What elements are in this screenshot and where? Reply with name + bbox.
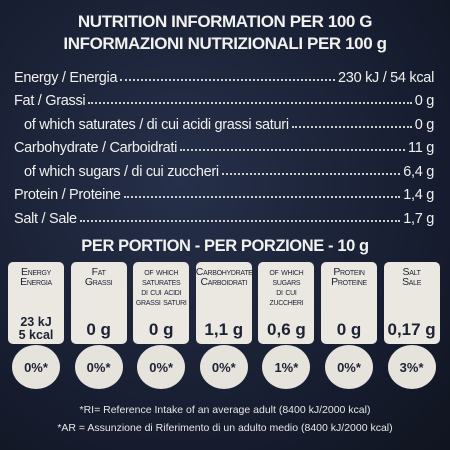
nutrient-name: Salt / Sale — [14, 210, 77, 227]
portion-card: Carbohydrate Carboidrati 1,1 g — [195, 262, 253, 344]
portion-card: Protein Proteine 0 g — [321, 262, 377, 344]
card-value: 0,17 g — [384, 321, 440, 338]
portion-card: of which sugars di cui zuccheri 0,6 g — [258, 262, 315, 344]
card-label-line: Salt — [402, 266, 421, 278]
table-row: Energy / Energia 230 kJ / 54 kcal — [14, 62, 434, 86]
nutrient-value: 6,4 g — [403, 163, 434, 180]
card-value: 23 kJ 5 kcal — [8, 316, 64, 342]
card-value-line: 5 kcal — [18, 328, 54, 342]
card-value-line: 23 kJ — [20, 315, 52, 329]
card-label-line: sugars — [272, 276, 301, 288]
card-value-line: 0 g — [86, 320, 111, 339]
card-label: of which saturates di cui acidi grassi satu… — [133, 262, 189, 308]
portion-card: Fat Grassi 0 g — [70, 262, 127, 344]
card-percent: 0%* — [199, 345, 248, 389]
footnote: *RI= Reference Intake of an average adul… — [79, 404, 371, 416]
card-value-line: 1,1 g — [204, 320, 244, 339]
nutrient-value: 230 kJ / 54 kcal — [338, 69, 434, 86]
card-label: of which sugars di cui zuccheri — [258, 262, 314, 308]
nutrient-value: 11 g — [408, 140, 434, 156]
card-percent: 1%* — [262, 345, 311, 389]
table-row: of which saturates / di cui acidi grassi… — [14, 109, 434, 133]
card-label: Fat Grassi — [71, 262, 127, 288]
card-label-line: Proteine — [331, 276, 367, 288]
card-percent: 0%* — [325, 345, 373, 389]
card-label-line: of which — [269, 266, 304, 278]
card-label-line: Fat — [91, 266, 106, 278]
card-label: Carbohydrate Carboidrati — [195, 262, 253, 288]
card-label-line: of which — [144, 266, 179, 278]
card-value-line: 0 g — [336, 320, 362, 339]
portion-card: Salt Sale 0,17 g — [383, 262, 440, 344]
card-value: 1,1 g — [196, 321, 252, 338]
table-row: of which sugars / di cui zuccheri 6,4 g — [14, 156, 434, 180]
card-percent: 3%* — [387, 345, 436, 389]
card-label-line: Protein — [333, 266, 365, 278]
card-value: 0 g — [133, 321, 189, 338]
subtitle: INFORMAZIONI NUTRIZIONALI PER 100 g — [63, 34, 387, 53]
card-label: Salt Sale — [384, 262, 440, 288]
card-label-line: Grassi — [84, 276, 113, 288]
card-value-line: 0 g — [148, 320, 174, 339]
nutrient-value: 1,4 g — [403, 187, 434, 203]
card-label-line: Sale — [402, 276, 422, 288]
nutrient-value: 0 g — [414, 116, 435, 133]
footnote: *AR = Assunzione di Riferimento di un ad… — [57, 422, 393, 434]
leader — [88, 102, 412, 104]
nutrient-name: Protein / Proteine — [14, 187, 121, 203]
portion-card: Energy Energia 23 kJ 5 kcal — [8, 262, 64, 344]
card-label-line: Carbohydrate — [195, 266, 253, 278]
card-label-line: Energia — [20, 276, 52, 288]
nutrient-name: Fat / Grassi — [14, 93, 86, 109]
nutrient-name: of which sugars / di cui zuccheri — [24, 163, 219, 180]
nutrient-name: Carbohydrate / Carboidrati — [14, 140, 178, 156]
card-value: 0,6 g — [258, 321, 314, 338]
card-value-line: 0,6 g — [267, 320, 306, 339]
leader — [79, 219, 401, 222]
table-row: Protein / Proteine 1,4 g — [14, 180, 434, 203]
card-label-line: Energy — [20, 266, 52, 278]
title: NUTRITION INFORMATION PER 100 G — [77, 12, 373, 31]
portion-title: PER PORTION - PER PORZIONE - 10 g — [81, 237, 369, 255]
leader — [221, 172, 401, 175]
card-percent: 0%* — [137, 345, 186, 389]
leader — [180, 149, 406, 151]
table-row: Fat / Grassi 0 g — [14, 86, 435, 109]
card-label-line: di cui acidi — [141, 286, 182, 298]
card-value-line: 0,17 g — [387, 320, 436, 339]
card-label-line: Carboidrati — [200, 276, 248, 288]
card-label-line: grassi saturi — [135, 296, 187, 308]
card-value: 0 g — [71, 321, 127, 338]
card-label-line: di cui zuccheri — [269, 286, 304, 308]
portion-card: of which saturates di cui acidi grassi satu… — [133, 262, 190, 344]
card-percent: 0%* — [74, 345, 123, 389]
table-row: Carbohydrate / Carboidrati 11 g — [14, 133, 434, 156]
card-percent: 0%* — [12, 345, 60, 389]
nutrient-name: of which saturates / di cui acidi grassi… — [24, 116, 289, 133]
nutrition-table: Energy / Energia 230 kJ / 54 kcal Fat / Gr… — [14, 62, 434, 227]
leader — [120, 78, 336, 81]
card-label-line: saturates — [142, 276, 181, 288]
card-label: Energy Energia — [8, 262, 64, 288]
card-label: Protein Proteine — [321, 262, 377, 288]
table-row: Salt / Sale 1,7 g — [14, 203, 434, 227]
nutrient-name: Energy / Energia — [14, 69, 118, 86]
leader — [123, 196, 401, 198]
nutrient-value: 0 g — [414, 93, 435, 109]
nutrient-value: 1,7 g — [403, 210, 434, 227]
leader — [291, 125, 412, 128]
card-value: 0 g — [321, 321, 377, 338]
